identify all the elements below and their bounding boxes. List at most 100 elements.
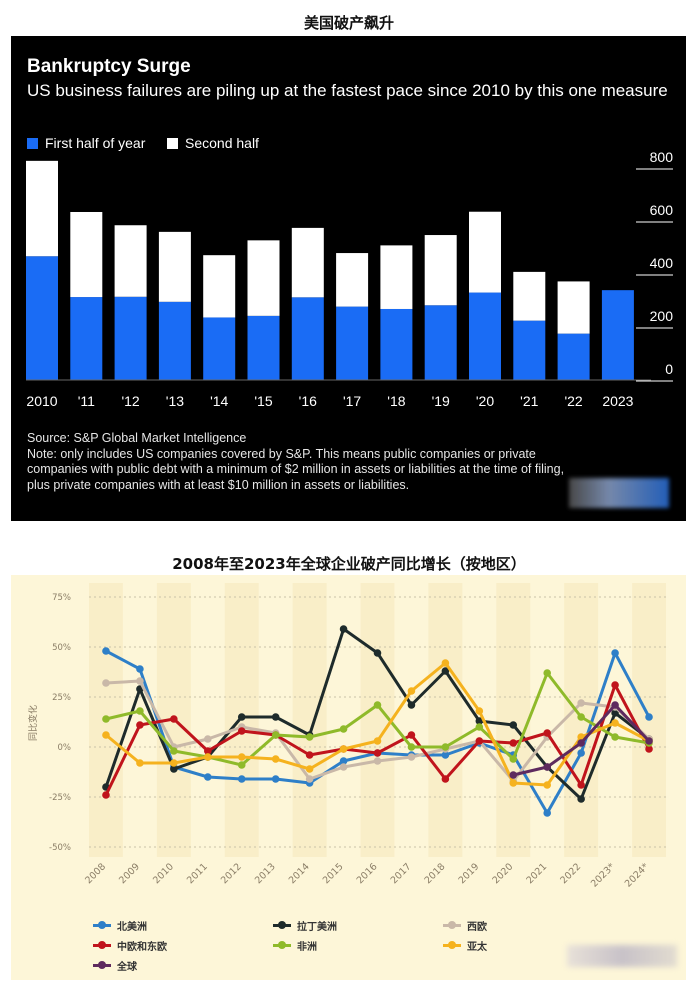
data-point <box>170 747 178 755</box>
data-point <box>577 699 585 707</box>
y-axis-label: 同比变化 <box>27 705 39 741</box>
bar-segment-second-half <box>114 225 147 297</box>
y-tick-label: 600 <box>650 202 674 218</box>
x-tick-label: 2015 <box>321 861 346 886</box>
data-point <box>237 727 246 735</box>
data-point <box>645 745 653 753</box>
legend-swatch <box>443 941 461 949</box>
data-point <box>509 755 518 763</box>
data-point <box>373 749 382 757</box>
data-point <box>339 745 348 753</box>
x-tick-label: 2012 <box>219 861 244 886</box>
bar-segment-first-half <box>424 305 457 380</box>
column-band <box>292 583 327 857</box>
legend-swatch <box>93 941 111 949</box>
x-tick-label: 2008 <box>83 861 108 886</box>
bar-segment-first-half <box>469 292 501 380</box>
x-tick-label: 2016 <box>355 861 380 886</box>
data-point <box>611 709 619 717</box>
data-point <box>102 731 110 739</box>
x-tick-label: '16 <box>299 393 317 409</box>
data-point <box>577 739 585 747</box>
legend-label: 北美洲 <box>117 922 147 933</box>
bar-segment-second-half <box>158 231 191 302</box>
chart-notes: Source: S&P Global Market Intelligence N… <box>27 431 567 493</box>
data-point <box>509 779 518 787</box>
data-point <box>203 747 212 755</box>
bar-segment-second-half <box>557 281 590 334</box>
data-point <box>102 715 110 723</box>
bankruptcy-chart-panel: Bankruptcy Surge US business failures ar… <box>11 36 686 521</box>
x-tick-label: '20 <box>476 393 494 409</box>
data-point <box>407 743 416 751</box>
top-heading: 美国破产飙升 <box>303 14 394 32</box>
x-tick-label: 2023 <box>602 393 633 409</box>
data-point <box>339 757 348 765</box>
chart-title: Bankruptcy Surge <box>27 56 191 77</box>
data-point <box>237 753 246 761</box>
data-point <box>475 707 484 715</box>
x-tick-label: '17 <box>343 393 361 409</box>
data-point <box>203 773 212 781</box>
bar-segment-first-half <box>557 333 590 380</box>
bar-segment-second-half <box>336 253 369 307</box>
x-tick-label: 2021 <box>524 861 549 886</box>
data-point <box>543 669 552 677</box>
legend-label: 拉丁美洲 <box>297 922 337 933</box>
data-point <box>577 795 585 803</box>
legend-item: 西欧 <box>443 918 487 933</box>
x-tick-label: 2009 <box>117 861 142 886</box>
bar-segment-second-half <box>469 211 501 293</box>
bottom-heading: 2008年至2023年全球企业破产同比增长（按地区） <box>172 555 526 573</box>
legend-item: 中欧和东欧 <box>93 938 167 953</box>
data-point <box>271 713 280 721</box>
data-point <box>305 775 314 783</box>
x-tick-label: 2011 <box>185 861 210 886</box>
legend-swatch <box>93 921 111 929</box>
data-point <box>543 763 552 771</box>
column-band <box>496 583 531 857</box>
x-tick-label: 2024* <box>623 861 651 889</box>
legend-first-half: First half of year <box>27 135 145 151</box>
x-tick-label: '19 <box>432 393 450 409</box>
data-point <box>611 719 619 727</box>
legend-label: 非洲 <box>297 942 317 953</box>
legend-item: 北美洲 <box>93 918 147 933</box>
x-tick-label: '22 <box>564 393 582 409</box>
bar-segment-first-half <box>158 301 191 380</box>
bar-segment-second-half <box>291 227 324 298</box>
data-point <box>373 649 382 657</box>
bar-segment-first-half <box>601 290 634 380</box>
x-tick-label: '15 <box>254 393 272 409</box>
data-point <box>203 735 212 743</box>
bar-segment-second-half <box>203 255 236 318</box>
data-point <box>645 737 653 745</box>
legend-swatch-second-half <box>167 137 178 149</box>
data-point <box>203 753 212 761</box>
bar-segment-first-half <box>70 297 103 380</box>
data-point <box>305 765 314 773</box>
data-point <box>407 701 416 709</box>
data-point <box>136 721 144 729</box>
data-point <box>577 713 585 721</box>
data-point <box>441 667 450 675</box>
x-tick-label: '11 <box>78 393 95 409</box>
x-tick-label: 2022 <box>558 861 583 886</box>
bar-segment-second-half <box>247 240 280 316</box>
data-point <box>611 681 619 689</box>
data-point <box>577 781 585 789</box>
data-point <box>509 771 518 779</box>
data-point <box>407 753 416 761</box>
y-tick-label: 0 <box>665 361 673 377</box>
chart-subtitle: US business failures are piling up at th… <box>27 81 668 100</box>
data-point <box>611 701 619 709</box>
data-point <box>543 809 552 817</box>
data-point <box>237 713 246 721</box>
data-point <box>271 731 280 739</box>
data-point <box>475 717 484 725</box>
bar-segment-first-half <box>247 315 280 380</box>
footnote: Note: only includes US companies covered… <box>27 446 565 492</box>
data-point <box>136 677 144 685</box>
legend-label-first-half: First half of year <box>45 135 146 151</box>
data-point <box>407 731 416 739</box>
